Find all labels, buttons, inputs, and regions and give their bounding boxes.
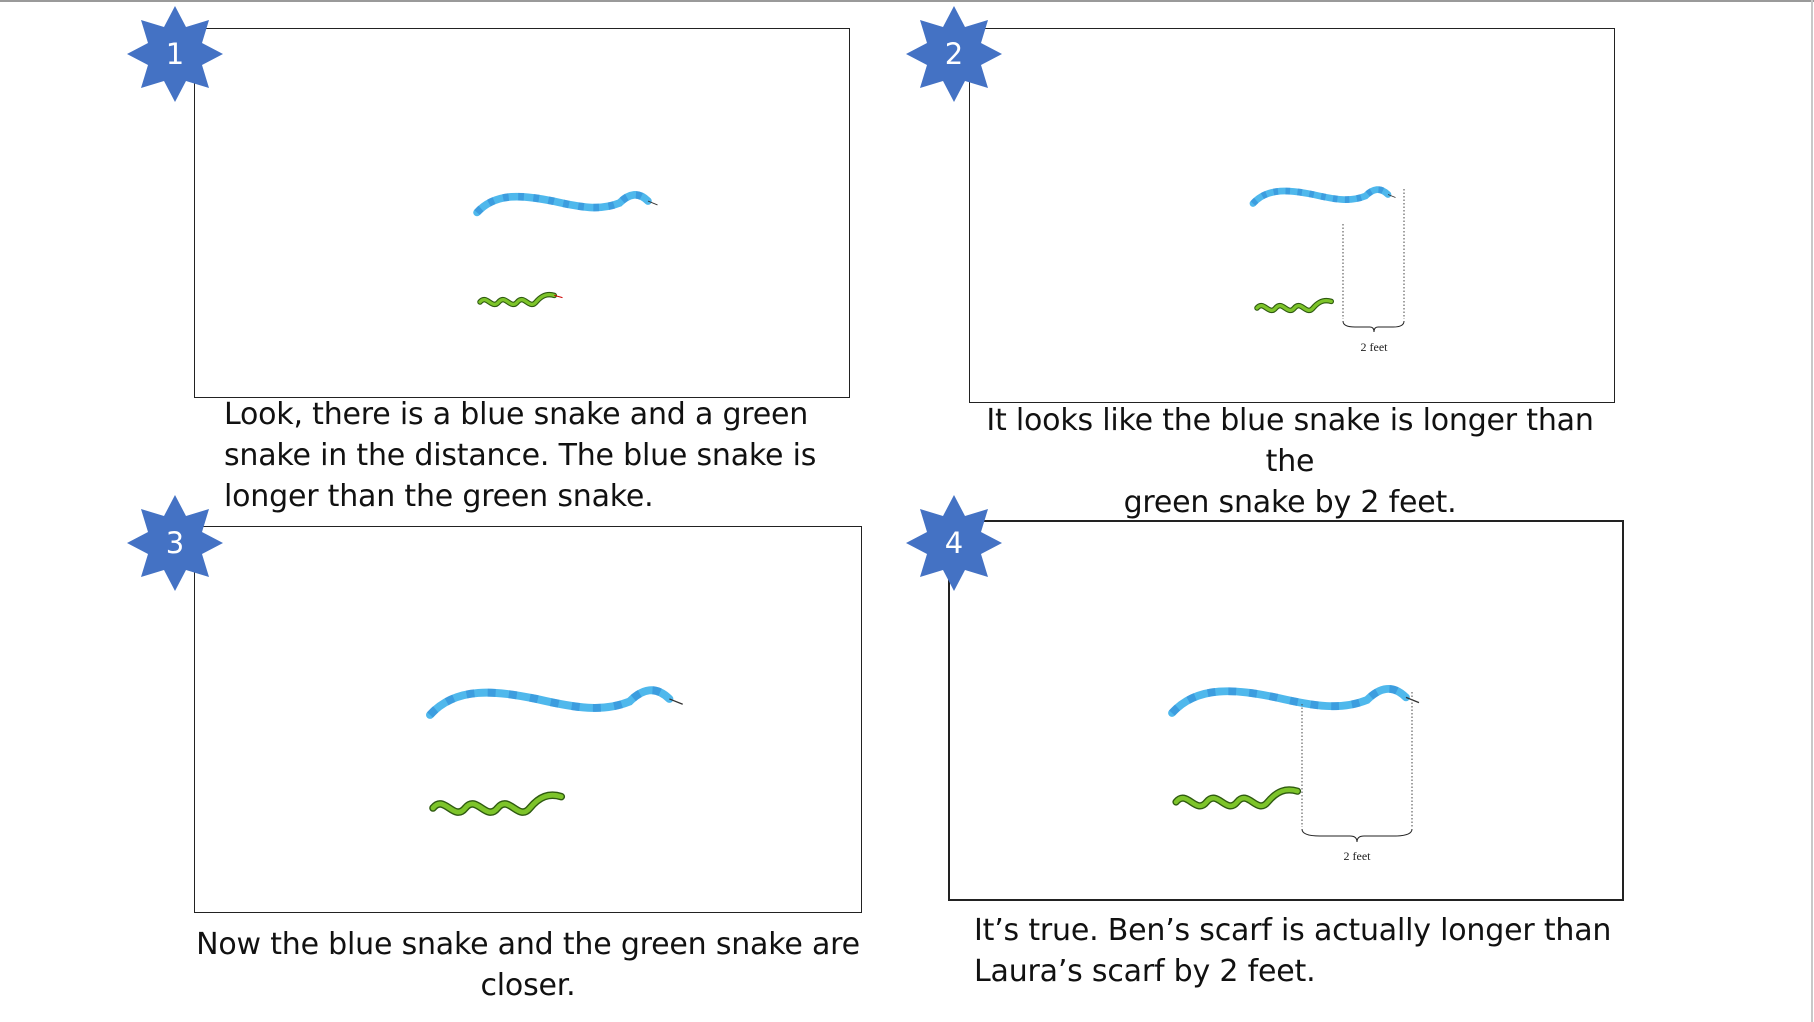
blue-snake: [1168, 685, 1420, 717]
panel-3-frame: [194, 526, 862, 913]
panel-1-number: 1: [165, 37, 185, 71]
caption-line: longer than the green snake.: [224, 479, 654, 514]
dimension-label: 2 feet: [1344, 849, 1372, 863]
star-badge-icon: [127, 6, 223, 102]
caption-line: snake in the distance. The blue snake is: [224, 438, 817, 473]
blue-snake: [1249, 186, 1396, 207]
caption-line: green snake by 2 feet.: [1123, 485, 1457, 520]
star-badge-icon: [906, 6, 1002, 102]
dimension-brace: [1301, 828, 1413, 843]
panel-4-number-badge: 4: [906, 495, 1002, 591]
panel-2-number-badge: 2: [906, 6, 1002, 102]
panel-3-number: 3: [165, 526, 185, 560]
star-badge-icon: [127, 495, 223, 591]
dimension-brace: [1342, 320, 1405, 333]
panel-1-frame: [194, 28, 850, 398]
panel-4-number: 4: [944, 526, 964, 560]
blue-snake: [426, 686, 683, 719]
panel-2-illustration: 2 feet: [1249, 186, 1405, 354]
green-snake: [429, 791, 566, 816]
top-border: [0, 0, 1814, 2]
panel-1-caption: Look, there is a blue snake and a green …: [224, 394, 816, 517]
panel-3-number-badge: 3: [127, 495, 223, 591]
right-border: [1811, 0, 1813, 1022]
panel-4-caption: It’s true. Ben’s scarf is actually longe…: [974, 910, 1611, 992]
panel-3-illustration: [426, 686, 683, 816]
green-snake: [477, 291, 563, 308]
panel-2-number: 2: [944, 37, 964, 71]
panel-2-frame: 2 feet: [969, 28, 1615, 403]
panel-1-illustration: [473, 191, 658, 308]
panel-2-caption: It looks like the blue snake is longer t…: [960, 400, 1620, 523]
panel-3-caption: Now the blue snake and the green snake a…: [194, 924, 862, 1006]
caption-line: Look, there is a blue snake and a green: [224, 397, 809, 432]
panel-4-illustration: 2 feet: [1168, 685, 1420, 863]
green-snake: [1254, 297, 1335, 314]
dimension-label: 2 feet: [1361, 340, 1389, 354]
blue-snake: [473, 191, 658, 217]
caption-line: It looks like the blue snake is longer t…: [986, 403, 1594, 479]
caption-line: Laura’s scarf by 2 feet.: [974, 954, 1316, 989]
green-snake: [1172, 786, 1302, 810]
panel-4-frame: 2 feet: [948, 520, 1624, 901]
star-badge-icon: [906, 495, 1002, 591]
caption-line: closer.: [480, 968, 576, 1003]
caption-line: Now the blue snake and the green snake a…: [196, 927, 860, 962]
caption-line: It’s true. Ben’s scarf is actually longe…: [974, 913, 1612, 948]
panel-1-number-badge: 1: [127, 6, 223, 102]
